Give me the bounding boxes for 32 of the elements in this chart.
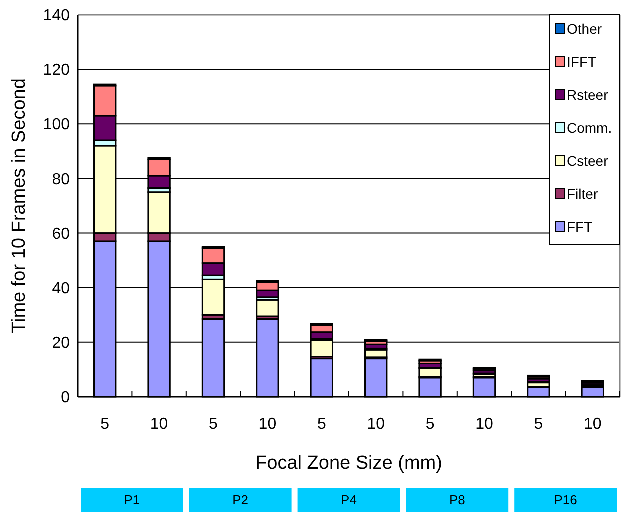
text: P1 bbox=[124, 492, 140, 508]
x-tick-label: 5 bbox=[426, 416, 435, 433]
legend-label: Filter bbox=[567, 186, 598, 202]
legend-label: IFFT bbox=[567, 54, 597, 70]
x-tick-label: 5 bbox=[534, 416, 544, 433]
y-tick-label: 40 bbox=[52, 280, 70, 298]
x-tick-label: 5 bbox=[100, 416, 110, 433]
legend-label: Rsteer bbox=[567, 86, 609, 103]
y-tick-label: 20 bbox=[52, 335, 70, 352]
text: P8 bbox=[449, 492, 466, 508]
text: P16 bbox=[554, 492, 578, 508]
x-tick-label: 10 bbox=[367, 416, 386, 433]
x-tick-label: 10 bbox=[476, 416, 494, 433]
x-tick-label: 10 bbox=[258, 416, 277, 433]
y-tick-label: 80 bbox=[52, 171, 70, 188]
y-tick-label: 120 bbox=[43, 62, 70, 80]
y-tick-label: 100 bbox=[43, 116, 70, 134]
legend-label: Comm. bbox=[567, 120, 612, 136]
x-axis-title: Focal Zone Size (mm) bbox=[256, 453, 442, 474]
y-axis-title: Time for 10 Frames in Second bbox=[9, 78, 30, 334]
x-tick-label: 10 bbox=[584, 416, 602, 433]
text: P4 bbox=[341, 492, 357, 508]
legend-label: FFT bbox=[567, 218, 594, 235]
y-tick-label: 60 bbox=[52, 226, 70, 243]
y-tick-label: 0 bbox=[61, 390, 70, 407]
text: P2 bbox=[232, 492, 249, 508]
legend-label: Csteer bbox=[567, 152, 609, 169]
y-tick-label: 140 bbox=[43, 8, 70, 25]
x-tick-label: 5 bbox=[317, 416, 326, 433]
legend-label: Other bbox=[567, 20, 602, 37]
x-tick-label: 5 bbox=[209, 416, 218, 433]
x-tick-label: 10 bbox=[150, 416, 168, 433]
